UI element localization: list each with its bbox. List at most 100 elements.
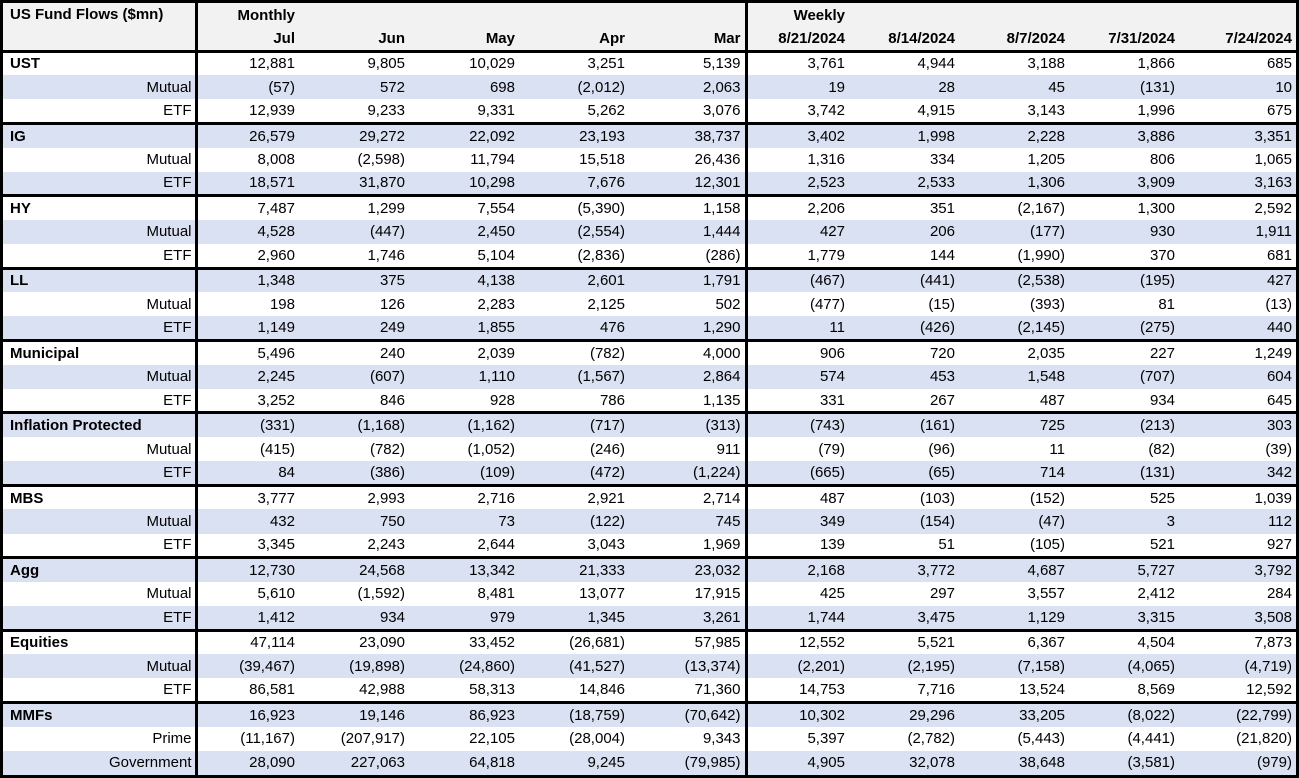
value-cell: 1,746: [367, 246, 405, 264]
value-cell: 12,730: [196, 556, 306, 582]
value-cell: (717): [526, 411, 636, 437]
value-cell: 3,402: [746, 121, 856, 148]
value-cell: 284: [1266, 585, 1292, 603]
row-label-sub: Mutual: [3, 509, 198, 534]
weekly-section-header: Weekly: [746, 3, 856, 27]
value-cell: 750: [306, 509, 416, 534]
value-cell: 1,316: [807, 151, 845, 169]
table-row: Inflation Protected (331) (1,168) (1,162) (7…: [3, 411, 1296, 437]
value-cell: 487: [1039, 391, 1065, 409]
value-cell: 11: [746, 316, 856, 341]
value-cell: 3,475: [856, 605, 966, 630]
value-cell: 139: [819, 536, 845, 554]
row-label-sub: ETF: [3, 678, 198, 703]
value-cell: (3,581): [1076, 750, 1186, 775]
value-cell: 1,249: [1186, 338, 1296, 365]
column-header-week2: 8/14/2024: [856, 27, 966, 51]
value-cell: 370: [1149, 246, 1175, 264]
value-cell: (18,759): [526, 700, 636, 727]
value-cell: (1,592): [357, 585, 405, 603]
value-cell: 13,342: [416, 556, 526, 582]
table-row: Mutual 5,610 (1,592) 8,481 13,077 17,915 425 29…: [3, 581, 1296, 606]
value-cell: (154): [856, 509, 966, 534]
table-row: IG 26,579 29,272 22,092 23,193 38,737 3,402 1,9…: [3, 121, 1296, 148]
value-cell: (782): [369, 440, 405, 458]
value-cell: 331: [819, 391, 845, 409]
row-label-category: Inflation Protected: [3, 411, 198, 437]
table-row: Government 28,090 227,063 64,818 9,245 (79,98…: [3, 750, 1296, 775]
value-cell: 1,149: [196, 316, 306, 341]
value-cell: 432: [196, 509, 306, 534]
value-cell: 303: [1186, 411, 1296, 437]
value-cell: 3,557: [1027, 585, 1065, 603]
value-cell: 206: [856, 219, 966, 244]
value-cell: (70,642): [636, 700, 748, 727]
value-cell: 1,129: [966, 605, 1076, 630]
value-cell: (8,022): [1076, 700, 1186, 727]
value-cell: (122): [526, 509, 636, 534]
table-row: MBS 3,777 2,993 2,716 2,921 2,714 487 (103) (152…: [3, 483, 1296, 510]
value-cell: (5,390): [526, 194, 636, 220]
row-label-sub: Mutual: [3, 654, 198, 679]
value-cell: 14,753: [799, 681, 845, 699]
table-row: ETF 1,412 934 979 1,345 3,261 1,744 3,475 1,129 3…: [3, 605, 1296, 630]
value-cell: 5,104: [477, 246, 515, 264]
value-cell: 227: [1076, 338, 1186, 365]
value-cell: (707): [1076, 364, 1186, 389]
value-cell: (2,538): [966, 266, 1076, 293]
table-body: UST 12,881 9,805 10,029 3,251 5,139 3,761 4,944…: [3, 49, 1296, 775]
table-row: ETF 3,252 846 928 786 1,135 331 267 487 934 645: [3, 388, 1296, 413]
column-header-jun: Jun: [306, 27, 416, 51]
value-cell: (7,158): [966, 654, 1076, 679]
row-label-sub: ETF: [3, 388, 198, 413]
value-cell: (96): [928, 440, 955, 458]
value-cell: (105): [1029, 536, 1065, 554]
table-row: UST 12,881 9,805 10,029 3,251 5,139 3,761 4,944…: [3, 49, 1296, 76]
value-cell: 9,233: [367, 102, 405, 120]
value-cell: (103): [856, 483, 966, 510]
row-label-sub: Mutual: [3, 437, 198, 462]
value-cell: 698: [416, 75, 526, 100]
value-cell: 2,283: [477, 295, 515, 313]
row-label-sub: Mutual: [3, 75, 198, 100]
value-cell: 685: [1186, 49, 1296, 76]
value-cell: (11,167): [240, 730, 295, 748]
value-cell: 26,579: [196, 121, 306, 148]
value-cell: (161): [856, 411, 966, 437]
value-cell: 1,290: [636, 316, 748, 341]
value-cell: (286): [636, 244, 748, 269]
value-cell: 2,533: [856, 171, 966, 196]
value-cell: 5,610: [257, 585, 295, 603]
value-cell: (743): [746, 411, 856, 437]
value-cell: 2,228: [966, 121, 1076, 148]
value-cell: 2,592: [1186, 194, 1296, 220]
table-row: ETF 86,581 42,988 58,313 14,846 71,360 14,753 7…: [3, 678, 1296, 703]
value-cell: 502: [636, 292, 748, 317]
value-cell: (4,065): [1076, 654, 1186, 679]
value-cell: 521: [1149, 536, 1175, 554]
row-label-sub: Prime: [3, 726, 198, 751]
value-cell: 1,855: [416, 316, 526, 341]
value-cell: (213): [1076, 411, 1186, 437]
value-cell: 1,412: [196, 605, 306, 630]
value-cell: 7,873: [1186, 628, 1296, 655]
table-row: MMFs 16,923 19,146 86,923 (18,759) (70,642) 10…: [3, 700, 1296, 727]
value-cell: 1,548: [966, 364, 1076, 389]
value-cell: (19,898): [306, 654, 416, 679]
value-cell: 45: [966, 75, 1076, 100]
value-cell: 23,193: [526, 121, 636, 148]
value-cell: 1,039: [1186, 483, 1296, 510]
value-cell: 525: [1076, 483, 1186, 510]
value-cell: 240: [306, 338, 416, 365]
value-cell: 427: [1186, 266, 1296, 293]
value-cell: (82): [1148, 440, 1175, 458]
value-cell: 1,744: [746, 605, 856, 630]
value-cell: 725: [966, 411, 1076, 437]
value-cell: (207,917): [340, 730, 405, 748]
value-cell: 1,779: [807, 246, 845, 264]
table-row: ETF 3,345 2,243 2,644 3,043 1,969 139 51 (105) 52…: [3, 533, 1296, 558]
value-cell: 2,063: [636, 75, 748, 100]
value-cell: (393): [1029, 295, 1065, 313]
value-cell: 42,988: [359, 681, 405, 699]
